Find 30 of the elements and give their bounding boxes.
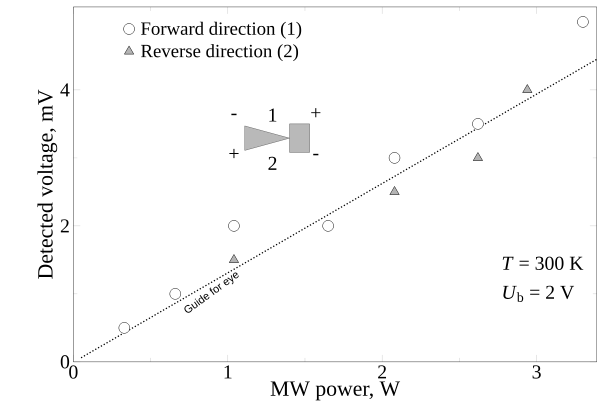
point [388,152,400,164]
annotation: 2 [268,156,276,170]
y-tick-label: 4 [60,83,70,96]
y-axis-title: Detected voltage, mV [37,89,58,279]
x-tick-label: 0 [69,365,78,378]
annotation: - [313,154,318,156]
annotation: U$_{b}$ = 2 V [503,286,574,302]
point [322,220,334,232]
point [577,16,589,28]
point [170,288,181,300]
y-tick-label: 0 [60,355,70,368]
point [390,186,400,195]
annotation: T = 300 K [502,256,584,270]
legend-label: Reverse direction (2) [141,44,298,61]
legend-label: Forward direction (1) [141,22,302,39]
y-tick-label: 2 [60,219,69,232]
point [228,220,240,232]
annotation: + [311,108,320,118]
point [472,118,484,130]
x-tick-label: 3 [532,365,541,378]
point [472,152,483,161]
x-tick-label: 1 [224,365,232,378]
point [118,322,130,334]
x-axis-title: MW power, W [270,381,400,400]
point [228,254,239,263]
x-tick-label: 2 [378,365,386,378]
annotation: + [229,148,239,158]
annotation: 1 [269,108,276,122]
point [522,84,532,93]
annotation: - [231,114,237,116]
